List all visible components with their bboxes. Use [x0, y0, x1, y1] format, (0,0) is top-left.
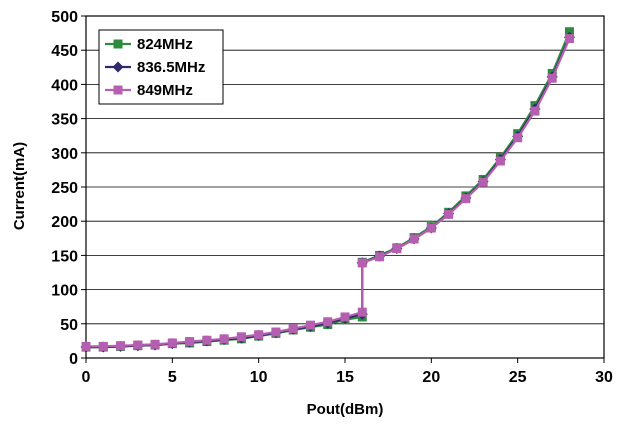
legend-entry: 849MHz	[105, 82, 193, 99]
y-axis-title: Current(mA)	[11, 142, 28, 230]
x-axis-title: Pout(dBm)	[307, 401, 384, 418]
series-group	[80, 27, 575, 353]
legend-label: 824MHz	[137, 36, 193, 53]
y-tick-label: 250	[51, 180, 78, 197]
plot-frame	[85, 15, 605, 359]
y-tick-label: 0	[69, 351, 78, 368]
legend-entry: 824MHz	[105, 36, 193, 53]
legend-marker	[113, 39, 123, 49]
data-point	[495, 156, 505, 166]
x-tick-label: 30	[595, 369, 613, 386]
x-tick-label: 0	[82, 369, 91, 386]
data-point	[547, 73, 557, 83]
data-point	[357, 307, 367, 317]
x-tick-label: 5	[168, 369, 177, 386]
y-tick-label: 300	[51, 146, 78, 163]
data-point	[133, 340, 143, 350]
data-point	[392, 244, 402, 254]
x-tick-labels: 0 5 10 15 20 25 30	[82, 369, 613, 386]
data-point	[564, 34, 574, 44]
y-tick-label: 400	[51, 77, 78, 94]
y-tick-label: 350	[51, 112, 78, 129]
y-tick-label: 200	[51, 214, 78, 231]
legend-label: 836.5MHz	[137, 59, 205, 76]
series-2	[81, 34, 574, 351]
y-tick-label: 450	[51, 43, 78, 60]
legend-marker	[113, 85, 123, 95]
data-point	[236, 332, 246, 342]
data-point	[513, 133, 523, 143]
y-tick-label: 100	[51, 283, 78, 300]
data-point	[98, 341, 108, 351]
y-tick-label: 150	[51, 248, 78, 265]
x-tick-label: 10	[250, 369, 268, 386]
legend: 824MHz 836.5MHz 849MHz	[98, 29, 224, 105]
data-point	[185, 337, 195, 347]
data-point	[81, 341, 91, 351]
data-point	[530, 106, 540, 116]
data-point	[167, 338, 177, 348]
data-point	[254, 330, 264, 340]
data-point	[357, 258, 367, 268]
data-point	[202, 335, 212, 345]
x-tick-label: 15	[336, 369, 354, 386]
data-point	[340, 312, 350, 322]
data-point	[323, 317, 333, 327]
data-point	[444, 209, 454, 219]
data-point	[116, 341, 126, 351]
y-tick-labels: 0 50 100 150 200 250 300 350 400 450 500	[51, 9, 78, 368]
x-tick-label: 25	[509, 369, 527, 386]
legend-entry: 836.5MHz	[105, 59, 205, 76]
data-point	[375, 252, 385, 262]
data-point	[409, 234, 419, 244]
x-tick-label: 20	[422, 369, 440, 386]
legend-marker	[112, 61, 124, 73]
data-point	[478, 177, 488, 187]
data-point	[271, 327, 281, 337]
data-point	[305, 320, 315, 330]
axes	[81, 15, 605, 363]
data-point	[150, 339, 160, 349]
legend-label: 849MHz	[137, 82, 193, 99]
y-tick-label: 500	[51, 9, 78, 26]
data-point	[461, 194, 471, 204]
data-point	[288, 324, 298, 334]
data-point	[426, 223, 436, 233]
y-tick-label: 50	[60, 317, 78, 334]
data-point	[219, 334, 229, 344]
